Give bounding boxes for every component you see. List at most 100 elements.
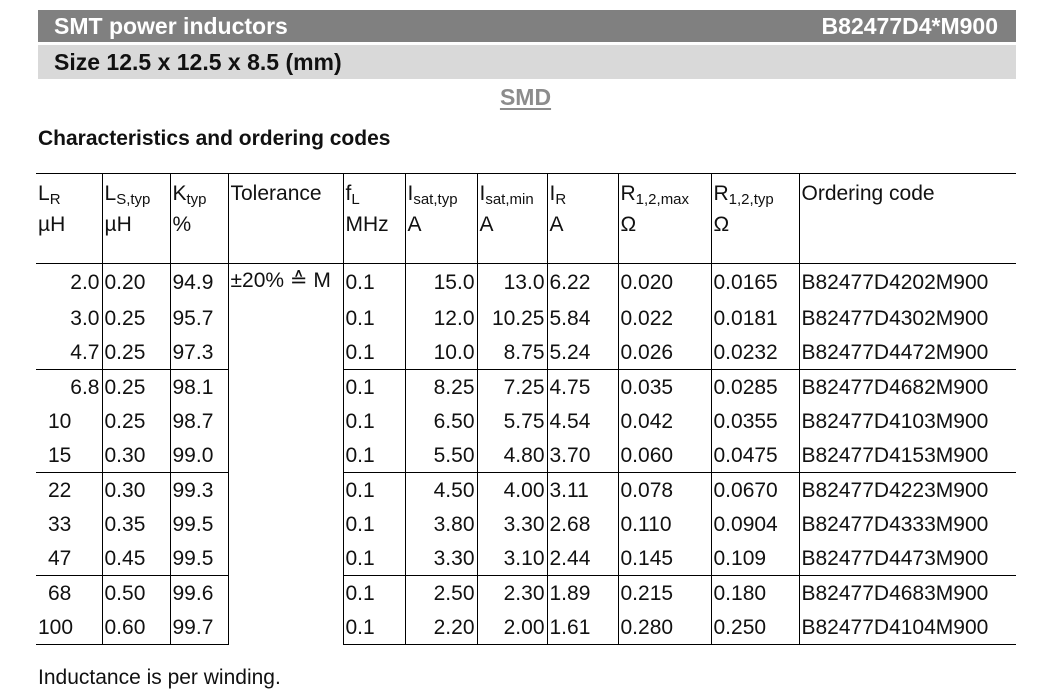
table-cell: 0.1 (342, 541, 405, 576)
table-row: 2.0 0.20 94.9 ±20% ≙ M 0.1 15.0 13.0 6.22 0.020 0… (36, 263, 1016, 645)
size-label: Size 12.5 x 12.5 x 8.5 (mm) (54, 49, 342, 75)
column-unit: A (549, 213, 564, 236)
table-cell: 5.75 (476, 404, 547, 438)
table-cell: 0.0904 (710, 507, 799, 541)
table-cell: 68 (48, 581, 72, 605)
table-cell: 5.24 (546, 335, 618, 370)
table-cell: 0.109 (710, 541, 799, 576)
table-body: 2.0 0.20 94.9 ±20% ≙ M 0.1 15.0 13.0 6.22 0.020 0… (36, 263, 1016, 645)
table-cell: B82477D4473M900 (798, 541, 1016, 576)
table-cell: 0.60 (101, 610, 170, 645)
table-row: 15 0.30 99.0 0.1 5.50 4.80 3.70 0.060 0.0475 B824… (36, 438, 1016, 473)
column-symbol: R (620, 182, 636, 205)
table-cell: 0.25 (101, 404, 170, 438)
table-cell: 0.1 (342, 610, 405, 645)
table-row: 33 0.35 99.5 0.1 3.80 3.30 2.68 0.110 0.0904 B824… (36, 507, 1016, 541)
table-cell: 15.0 (404, 263, 477, 301)
column-subscript: 1,2,max (635, 191, 690, 208)
table-row: 22 0.30 99.3 0.1 4.50 4.00 3.11 0.078 0.0670 B824… (36, 472, 1016, 507)
column-subscript: 1,2,typ (728, 191, 774, 208)
table-cell: 0.1 (342, 575, 405, 610)
table-row: 10 0.25 98.7 0.1 6.50 5.75 4.54 0.042 0.0355 B824… (36, 404, 1016, 438)
table-cell: 0.026 (617, 335, 711, 370)
table-row: 68 0.50 99.6 0.1 2.50 2.30 1.89 0.215 0.180 B8247… (36, 575, 1016, 610)
table-cell: 3.10 (476, 541, 547, 576)
column-unit: A (407, 213, 422, 236)
column-subscript: sat,min (485, 191, 534, 208)
table-cell: 47 (36, 541, 102, 576)
column-symbol: R (713, 182, 729, 205)
column-subscript: R (49, 191, 61, 208)
column-header: IR A (546, 173, 618, 264)
table-cell: 99.3 (169, 472, 228, 507)
table-cell: 3.70 (546, 438, 618, 473)
table-cell: B82477D4153M900 (798, 438, 1016, 473)
table-cell: 0.50 (101, 575, 170, 610)
table-cell: 0.180 (710, 575, 799, 610)
table-row: 4.7 0.25 97.3 0.1 10.0 8.75 5.24 0.026 0.0232 B82… (36, 335, 1016, 370)
column-symbol: I (479, 182, 486, 205)
table-cell: B82477D4683M900 (798, 575, 1016, 610)
header-row: LR µH LS,typ µH Ktyp% Tolerance fL MHz Isat,typ… (36, 173, 1016, 264)
table-cell: B82477D4103M900 (798, 404, 1016, 438)
column-unit: A (479, 213, 494, 236)
table-cell: 2.20 (404, 610, 477, 645)
table-cell: 0.110 (617, 507, 711, 541)
table-cell: 0.0670 (710, 472, 799, 507)
column-subscript: S,typ (116, 191, 151, 208)
table-cell: 0.022 (617, 301, 711, 335)
table-cell: 5.50 (404, 438, 477, 473)
table-cell: 0.1 (342, 335, 405, 370)
table-cell: 33 (48, 512, 72, 536)
table-cell: 95.7 (169, 301, 228, 335)
table-cell: 3.11 (546, 472, 618, 507)
table-cell: B82477D4223M900 (798, 472, 1016, 507)
column-subscript: R (555, 191, 567, 208)
table-cell: 4.80 (476, 438, 547, 473)
column-symbol: L (104, 182, 117, 205)
table-cell: 0.25 (101, 301, 170, 335)
mount-type-label: SMD (499, 84, 552, 110)
column-unit: Ω (713, 213, 730, 236)
table-cell: 0.0165 (710, 263, 799, 301)
footnote: Inductance is per winding. (38, 666, 281, 689)
column-symbol: f (345, 182, 352, 205)
column-subscript: L (351, 191, 360, 208)
column-unit: µH (38, 213, 66, 236)
table-cell: 1.89 (546, 575, 618, 610)
table-cell: 0.25 (101, 335, 170, 370)
size-bar: Size 12.5 x 12.5 x 8.5 (mm) (38, 45, 1016, 79)
table-cell: 0.0181 (710, 301, 799, 335)
product-title-bar: SMT power inductors B82477D4*M900 (38, 10, 1016, 42)
table-cell: 0.1 (342, 438, 405, 473)
table-cell: 12.0 (404, 301, 477, 335)
table-cell: 0.145 (617, 541, 711, 576)
table-cell: 99.6 (169, 575, 228, 610)
table-cell: 99.5 (169, 541, 228, 576)
column-header: R1,2,typ Ω (710, 173, 799, 264)
table-cell: 2.00 (476, 610, 547, 645)
table-cell: 0.0355 (710, 404, 799, 438)
table-cell: 22 (48, 478, 72, 502)
table-cell: 13.0 (476, 263, 547, 301)
table-row: 6.8 0.25 98.1 0.1 8.25 7.25 4.75 0.035 0.0285 B82… (36, 369, 1016, 404)
column-symbol: I (407, 182, 414, 205)
column-header: LS,typ µH (101, 173, 170, 264)
table-cell: 0.1 (342, 404, 405, 438)
table-row: 47 0.45 99.5 0.1 3.30 3.10 2.44 0.145 0.109 B8247… (36, 541, 1016, 576)
table-cell: 0.060 (617, 438, 711, 473)
table-cell: B82477D4333M900 (798, 507, 1016, 541)
table-cell: 0.042 (617, 404, 711, 438)
table-cell: 10.25 (476, 301, 547, 335)
table-cell: 0.078 (617, 472, 711, 507)
table-cell: 3.30 (404, 541, 477, 576)
table-cell: 1.61 (546, 610, 618, 645)
table-cell: 4.00 (476, 472, 547, 507)
characteristics-table: LR µH LS,typ µH Ktyp% Tolerance fL MHz Isat,typ… (36, 173, 1016, 645)
table-cell: 0.280 (617, 610, 711, 645)
table-cell: 0.45 (101, 541, 170, 576)
column-header: Tolerance (227, 173, 343, 264)
table-cell: 7.25 (476, 369, 547, 404)
table-cell: 0.250 (710, 610, 799, 645)
table-cell: B82477D4202M900 (798, 263, 1016, 301)
